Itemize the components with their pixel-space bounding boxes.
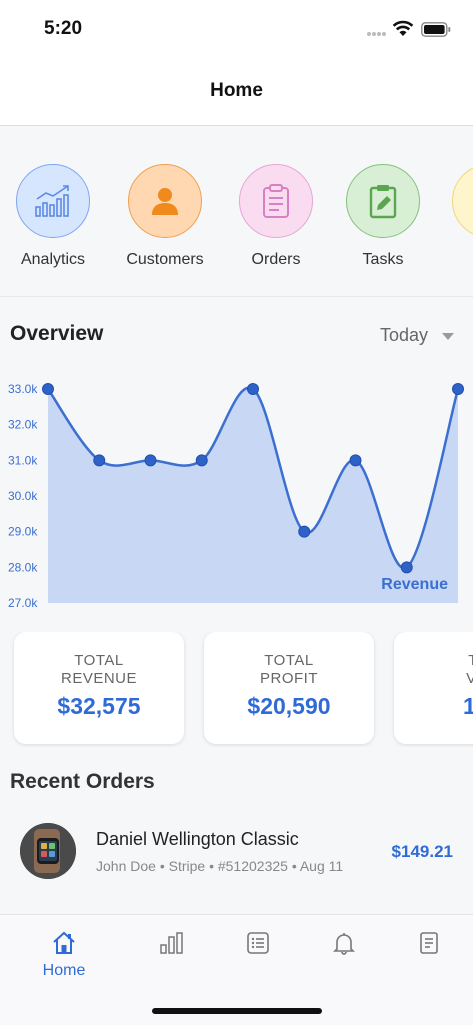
y-tick-label: 28.0k — [8, 560, 38, 574]
data-point — [144, 454, 157, 467]
category-label: S — [433, 251, 473, 269]
stats-scroller[interactable]: TOTAL REVENUE $32,575 TOTAL PROFIT $20,5… — [0, 632, 473, 747]
battery-icon — [421, 22, 451, 37]
home-indicator — [152, 1008, 322, 1014]
clipboard-icon — [263, 184, 289, 218]
data-point — [195, 454, 208, 467]
bell-icon — [333, 933, 355, 955]
category-label: Orders — [251, 251, 301, 268]
overview-title: Overview — [10, 322, 104, 345]
series-label-revenue: Revenue — [381, 576, 448, 593]
stat-value: $32,575 — [57, 693, 141, 719]
stat-card-profit[interactable]: TOTAL PROFIT $20,590 — [204, 632, 374, 744]
list-icon — [247, 932, 269, 954]
status-time: 5:20 — [44, 18, 83, 39]
category-label: Analytics — [20, 251, 86, 268]
y-tick-label: 33.0k — [8, 382, 38, 396]
bar-chart-icon — [160, 932, 183, 954]
tab-home[interactable]: Home — [34, 931, 94, 980]
revenue-area — [48, 387, 458, 603]
stat-label: TOTAL — [74, 652, 124, 669]
data-point — [452, 383, 464, 395]
data-point — [247, 383, 259, 395]
tab-home-label: Home — [42, 962, 86, 979]
page-title: Home — [210, 80, 263, 101]
category-orders[interactable]: Orders — [220, 164, 332, 269]
edit-clipboard-icon — [369, 185, 397, 219]
analytics-icon — [35, 185, 69, 217]
category-tasks[interactable]: Tasks — [327, 164, 439, 269]
wifi-icon — [392, 20, 414, 36]
navigation-bar: Home — [0, 58, 473, 126]
y-tick-label: 29.0k — [8, 525, 38, 539]
data-point — [349, 454, 362, 467]
stat-value: $20,590 — [247, 693, 331, 719]
tab-orders[interactable] — [228, 931, 288, 960]
data-point — [400, 561, 413, 574]
tab-documents[interactable] — [399, 931, 459, 960]
order-price: $149.21 — [391, 842, 453, 861]
status-bar: 5:20 — [0, 0, 473, 58]
chevron-down-icon[interactable] — [442, 333, 454, 340]
y-tick-label: 30.0k — [8, 489, 38, 503]
order-product-name: Daniel Wellington Classic — [96, 829, 299, 849]
y-tick-label: 31.0k — [8, 453, 38, 467]
period-selector[interactable]: Today — [380, 325, 429, 345]
data-point — [93, 454, 106, 467]
tab-analytics[interactable] — [142, 931, 202, 960]
stat-card-views[interactable]: TO VIE 17, — [394, 632, 473, 744]
category-analytics[interactable]: Analytics — [0, 164, 109, 269]
data-point — [298, 525, 311, 538]
category-label: Customers — [126, 251, 204, 268]
stat-label: VIE — [466, 670, 473, 687]
stat-label: PROFIT — [260, 670, 318, 687]
watch-image — [20, 823, 76, 879]
stat-label: TOTAL — [264, 652, 314, 669]
tab-notifications[interactable] — [314, 931, 374, 960]
y-tick-label: 27.0k — [8, 596, 38, 610]
stat-value: 17, — [463, 693, 473, 719]
category-label: Tasks — [362, 251, 404, 268]
category-partial[interactable]: S — [433, 164, 473, 269]
recent-orders-title: Recent Orders — [10, 770, 155, 793]
order-meta: John Doe • Stripe • #51202325 • Aug 11 — [96, 858, 344, 874]
document-icon — [420, 932, 438, 954]
stat-label: TO — [394, 652, 473, 669]
cellular-signal-icon — [367, 32, 386, 36]
home-icon — [53, 931, 75, 954]
stat-card-revenue[interactable]: TOTAL REVENUE $32,575 — [14, 632, 184, 744]
list-item[interactable]: Daniel Wellington Classic John Doe • Str… — [0, 820, 473, 884]
data-point — [42, 383, 54, 395]
category-customers[interactable]: Customers — [109, 164, 221, 269]
y-tick-label: 32.0k — [8, 418, 38, 432]
category-scroller[interactable]: Analytics Customers Orders — [0, 126, 473, 297]
revenue-chart: 33.0k 32.0k 31.0k 30.0k 29.0k 28.0k 27.0k Reve… — [8, 382, 464, 610]
tab-bar: Home — [0, 914, 473, 1025]
stat-label: REVENUE — [60, 670, 138, 687]
person-icon — [152, 188, 178, 215]
